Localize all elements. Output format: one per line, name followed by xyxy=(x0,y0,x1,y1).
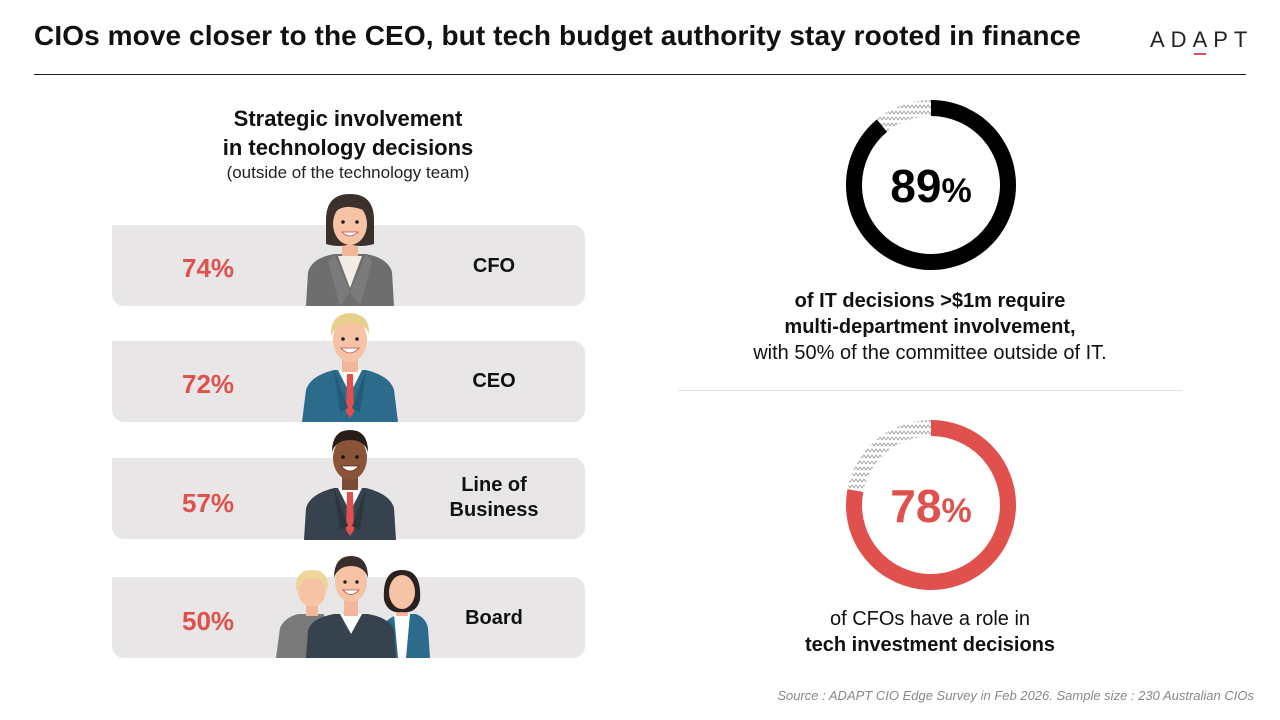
cfo-person-icon xyxy=(306,194,394,306)
left-chart-heading: Strategic involvement in technology deci… xyxy=(148,104,548,183)
row-label-board: Board xyxy=(424,606,564,631)
stat2-line2: tech investment decisions xyxy=(804,634,1056,656)
row-label-ceo: CEO xyxy=(424,369,564,394)
donut-78-arc xyxy=(846,420,1016,590)
row-label-cfo-text: CFO xyxy=(472,255,516,277)
row-value-ceo: 72% xyxy=(182,369,235,399)
row-label-lob-line2: Business xyxy=(449,499,539,521)
row-value-board: 50% xyxy=(182,606,235,636)
donut-89-label: 89% xyxy=(890,160,971,212)
stat2-description: of CFOs have a role in tech investment d… xyxy=(680,606,1180,658)
board-group-icon xyxy=(276,556,430,658)
ceo-person-icon xyxy=(302,313,398,422)
line-of-business-person-icon xyxy=(304,430,396,540)
row-label-ceo-text: CEO xyxy=(472,370,516,392)
stat1-line3: with 50% of the committee outside of IT. xyxy=(753,342,1107,364)
donut-chart-89: 89% xyxy=(846,100,1016,270)
donut-78-label: 78% xyxy=(890,480,971,532)
row-label-lob-line1: Line of xyxy=(461,474,527,496)
header-divider xyxy=(34,74,1246,75)
donut-89-arc xyxy=(846,100,1016,270)
right-divider xyxy=(678,390,1182,391)
stat2-line1: of CFOs have a role in xyxy=(829,608,1031,630)
left-heading-line2: in technology decisions xyxy=(222,135,474,160)
donut-chart-78: 78% xyxy=(846,420,1016,590)
stat1-line2: multi-department involvement, xyxy=(784,316,1076,338)
page-title: CIOs move closer to the CEO, but tech bu… xyxy=(34,20,1081,51)
source-footnote: Source : ADAPT CIO Edge Survey in Feb 20… xyxy=(777,688,1254,703)
row-label-cfo: CFO xyxy=(424,254,564,279)
stat1-line1: of IT decisions >$1m require xyxy=(794,290,1066,312)
adapt-logo: ADAPT xyxy=(1150,27,1254,55)
row-value-line-of-business: 57% xyxy=(182,488,235,518)
stat1-description: of IT decisions >$1m require multi-depar… xyxy=(680,288,1180,366)
row-label-board-text: Board xyxy=(465,607,523,629)
left-subheading: (outside of the technology team) xyxy=(226,163,470,182)
left-heading-line1: Strategic involvement xyxy=(233,106,463,131)
row-value-cfo: 74% xyxy=(182,253,235,283)
row-label-line-of-business: Line of Business xyxy=(424,473,564,523)
